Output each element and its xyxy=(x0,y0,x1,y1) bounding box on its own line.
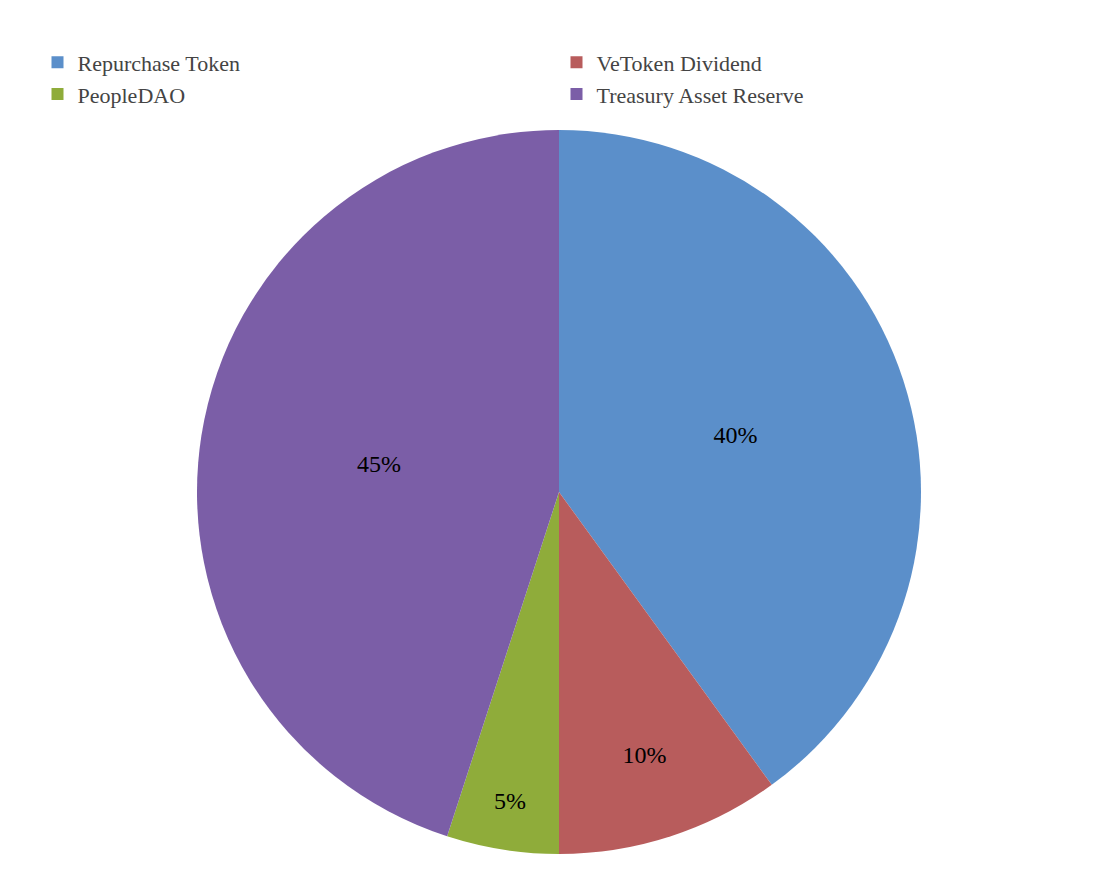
svg-text:PeopleDAO: PeopleDAO xyxy=(78,83,186,108)
svg-text:45%: 45% xyxy=(357,451,401,477)
svg-text:10%: 10% xyxy=(622,742,666,768)
svg-text:40%: 40% xyxy=(713,422,757,448)
svg-text:VeToken Dividend: VeToken Dividend xyxy=(597,51,762,76)
svg-text:Repurchase Token: Repurchase Token xyxy=(78,51,240,76)
svg-text:Treasury Asset Reserve: Treasury Asset Reserve xyxy=(597,83,804,108)
svg-text:5%: 5% xyxy=(494,788,526,814)
